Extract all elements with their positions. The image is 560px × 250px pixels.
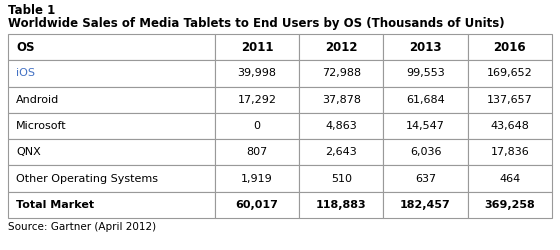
Bar [468,86,552,113]
Text: 464: 464 [499,174,520,184]
Text: Other Operating Systems: Other Operating Systems [16,174,158,184]
Text: 637: 637 [415,174,436,184]
Text: 2016: 2016 [493,41,526,54]
Bar [8,192,214,218]
Bar [214,166,299,192]
Bar [8,166,214,192]
Bar [8,139,214,166]
Text: Microsoft: Microsoft [16,121,67,131]
Bar [214,192,299,218]
Bar [468,166,552,192]
Bar [468,113,552,139]
Bar [384,139,468,166]
Text: Table 1: Table 1 [8,4,55,17]
Bar [468,192,552,218]
Bar [299,139,384,166]
Text: 169,652: 169,652 [487,68,533,78]
Bar [384,86,468,113]
Bar [299,166,384,192]
Bar [214,113,299,139]
Bar [299,192,384,218]
Bar [384,34,468,60]
Text: 118,883: 118,883 [316,200,366,210]
Bar [299,60,384,86]
Text: 99,553: 99,553 [406,68,445,78]
Text: 1,919: 1,919 [241,174,273,184]
Bar [214,60,299,86]
Bar [8,34,214,60]
Text: 4,863: 4,863 [325,121,357,131]
Text: 39,998: 39,998 [237,68,277,78]
Bar [299,86,384,113]
Text: OS: OS [16,41,35,54]
Text: Total Market: Total Market [16,200,94,210]
Bar [384,113,468,139]
Bar [214,86,299,113]
Bar [299,34,384,60]
Bar [468,34,552,60]
Text: 2012: 2012 [325,41,357,54]
Text: 137,657: 137,657 [487,95,533,105]
Text: 0: 0 [253,121,260,131]
Bar [8,113,214,139]
Text: Source: Gartner (April 2012): Source: Gartner (April 2012) [8,222,156,232]
Text: 14,547: 14,547 [406,121,445,131]
Text: 2013: 2013 [409,41,442,54]
Text: 2011: 2011 [241,41,273,54]
Bar [384,166,468,192]
Text: 2,643: 2,643 [325,147,357,157]
Bar [299,113,384,139]
Text: 807: 807 [246,147,268,157]
Text: 6,036: 6,036 [410,147,441,157]
Bar [384,60,468,86]
Text: 182,457: 182,457 [400,200,451,210]
Text: Android: Android [16,95,59,105]
Text: 37,878: 37,878 [321,95,361,105]
Text: 61,684: 61,684 [406,95,445,105]
Bar [214,139,299,166]
Bar [468,139,552,166]
Text: 510: 510 [331,174,352,184]
Bar [384,192,468,218]
Text: 60,017: 60,017 [235,200,278,210]
Bar [214,34,299,60]
Text: 17,836: 17,836 [491,147,529,157]
Text: 72,988: 72,988 [321,68,361,78]
Text: 17,292: 17,292 [237,95,277,105]
Text: iOS: iOS [16,68,35,78]
Text: 369,258: 369,258 [484,200,535,210]
Text: 43,648: 43,648 [491,121,529,131]
Bar [468,60,552,86]
Bar [8,86,214,113]
Text: QNX: QNX [16,147,41,157]
Text: Worldwide Sales of Media Tablets to End Users by OS (Thousands of Units): Worldwide Sales of Media Tablets to End … [8,17,505,30]
Bar [8,60,214,86]
